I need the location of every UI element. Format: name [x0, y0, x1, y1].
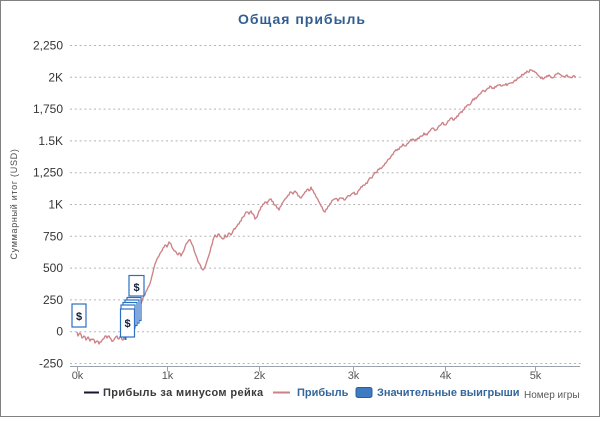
- svg-text:4k: 4k: [440, 370, 452, 382]
- svg-text:Прибыль за минусом рейка: Прибыль за минусом рейка: [103, 387, 264, 399]
- svg-text:Общая прибыль: Общая прибыль: [238, 11, 366, 27]
- svg-text:2k: 2k: [254, 370, 266, 382]
- svg-text:2,250: 2,250: [33, 39, 63, 53]
- svg-text:0k: 0k: [72, 370, 84, 382]
- svg-text:1,250: 1,250: [33, 166, 63, 180]
- svg-text:1K: 1K: [48, 198, 63, 212]
- svg-text:3k: 3k: [348, 370, 360, 382]
- svg-text:Значительные выигрыши: Значительные выигрыши: [377, 387, 520, 399]
- svg-text:5k: 5k: [530, 370, 542, 382]
- svg-text:-250: -250: [39, 357, 63, 371]
- svg-text:1,750: 1,750: [33, 102, 63, 116]
- svg-text:2K: 2K: [48, 70, 63, 84]
- svg-text:$: $: [76, 311, 82, 323]
- svg-text:$: $: [124, 318, 130, 330]
- svg-text:Суммарный итог (USD): Суммарный итог (USD): [9, 148, 19, 259]
- svg-text:250: 250: [43, 293, 63, 307]
- svg-text:750: 750: [43, 229, 63, 243]
- svg-text:0: 0: [56, 325, 63, 339]
- svg-text:1k: 1k: [162, 370, 174, 382]
- svg-text:Прибыль: Прибыль: [297, 387, 349, 399]
- svg-text:Номер игры: Номер игры: [524, 390, 580, 401]
- svg-text:500: 500: [43, 261, 63, 275]
- svg-text:1.5K: 1.5K: [38, 134, 63, 148]
- svg-text:$: $: [133, 282, 139, 294]
